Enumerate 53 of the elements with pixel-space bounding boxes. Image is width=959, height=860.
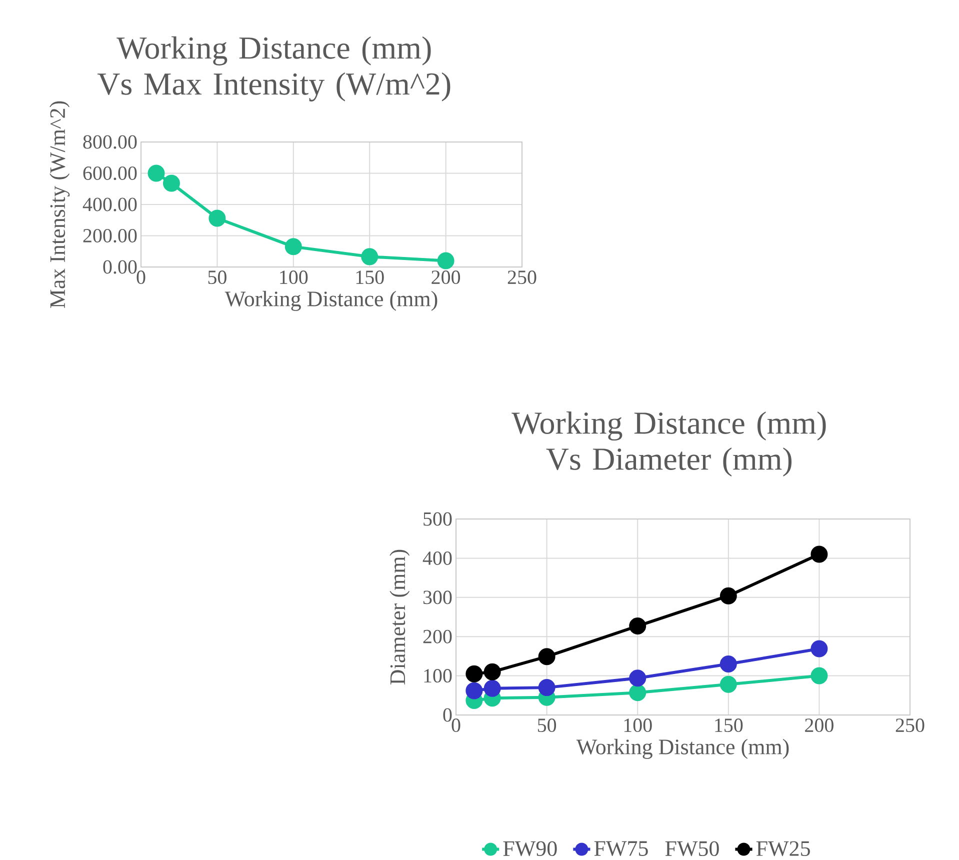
point [466,665,483,682]
point [720,656,737,673]
point [810,546,828,563]
point [466,682,483,700]
text: FW50 [665,841,719,856]
point [361,248,378,266]
y-tick-label: 400.00 [82,198,137,212]
y-tick-label: 300 [423,590,452,604]
point [484,680,501,697]
point [148,164,165,182]
x-axis-title: Working Distance (mm) [224,290,438,311]
x-tick-label: 0 [452,718,460,732]
point [810,667,828,684]
x-tick-label: 150 [715,718,743,732]
x-tick-label: 100 [624,718,652,732]
point [538,679,556,696]
y-tick-label: 100 [424,669,452,683]
legend-label: FW90 [503,841,557,856]
x-axis-title: Working Distance (mm) [576,738,789,759]
x-tick-label: 50 [208,270,226,284]
chart-title: Working Distance (mm) Vs Max Intensity (W/m^2) [97,36,450,102]
y-tick-label: 500 [424,512,452,526]
x-tick-label: 50 [538,718,556,732]
y-axis-title: Diameter (mm) [390,550,410,684]
point [720,587,737,604]
x-tick-label: 150 [356,270,384,284]
point [208,210,226,227]
point [284,238,302,256]
y-tick-label: 400 [422,551,452,565]
point [629,684,646,702]
point [538,648,556,666]
x-tick-label: 200 [805,718,834,732]
point [484,663,501,680]
y-tick-label: 200.00 [83,228,137,243]
x-tick-label: 250 [896,718,924,732]
chart-title: Working Distance (mm) Vs Diameter (mm) [512,411,826,476]
point [629,618,646,635]
point [629,670,646,687]
x-tick-label: 0 [136,270,146,284]
y-tick-label: 800.00 [83,135,137,149]
y-tick-label: 0.00 [103,260,137,274]
y-axis-title: Max Intensity (W/m^2) [50,101,70,308]
y-tick-label: 600.00 [83,166,137,180]
x-tick-label: 100 [280,270,308,284]
legend-label: FW75 [594,841,648,856]
x-tick-label: 250 [508,270,536,284]
point [437,252,454,270]
legend-label: FW25 [756,841,810,856]
point [810,640,828,658]
point [720,676,737,693]
point [162,174,180,192]
y-tick-label: 200 [423,630,452,644]
y-tick-label: 0 [443,708,452,722]
